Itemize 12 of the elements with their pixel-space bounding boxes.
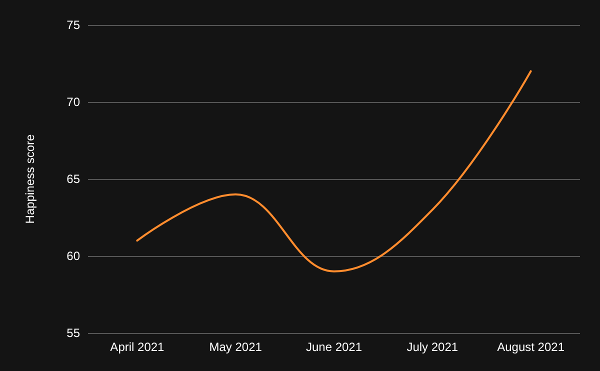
line-series — [136, 70, 532, 272]
y-axis-title: Happiness score — [23, 134, 37, 224]
x-tick-label: June 2021 — [306, 340, 362, 354]
y-tick-label: 70 — [66, 95, 80, 109]
y-tick-label: 55 — [66, 326, 80, 340]
x-tick-label: July 2021 — [406, 340, 458, 354]
x-tick-label: April 2021 — [110, 340, 165, 354]
y-tick-label: 75 — [66, 18, 80, 32]
x-tick-label: August 2021 — [497, 340, 565, 354]
y-tick-label: 60 — [66, 249, 80, 263]
y-tick-label: 65 — [66, 172, 80, 186]
x-tick-label: May 2021 — [209, 340, 262, 354]
